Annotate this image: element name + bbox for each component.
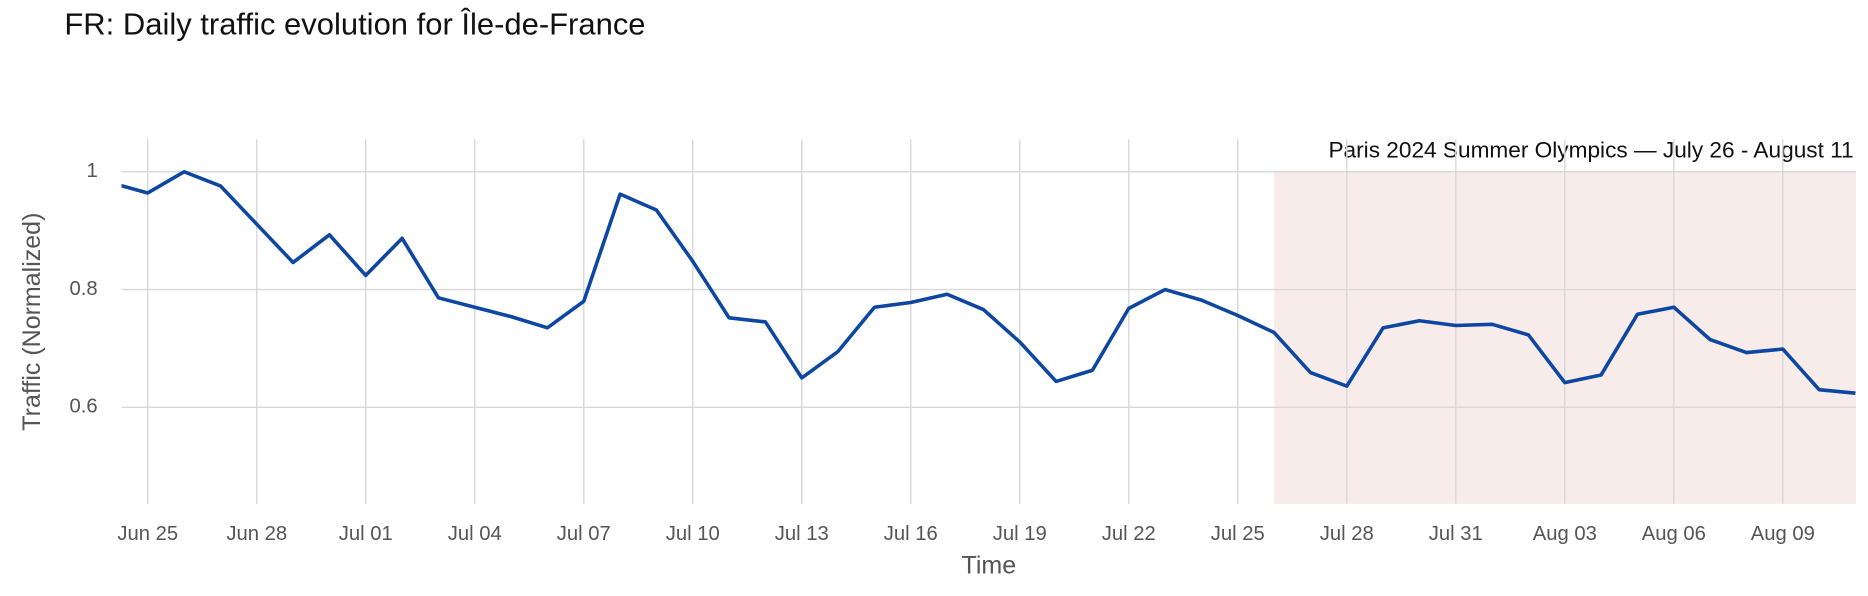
x-tick-label: Jun 25 xyxy=(117,523,178,545)
x-tick-label: Aug 06 xyxy=(1642,523,1706,545)
plot-area xyxy=(121,169,1856,395)
x-tick-label: Jul 31 xyxy=(1429,523,1483,545)
x-tick-label: Aug 03 xyxy=(1533,523,1597,545)
x-tick-label: Jul 10 xyxy=(666,523,720,545)
x-tick-label: Jul 22 xyxy=(1102,523,1156,545)
annotation: Paris 2024 Summer Olympics — July 26 - A… xyxy=(1328,138,1853,163)
x-tick-label: Jul 04 xyxy=(448,523,502,545)
x-axis-title: Time xyxy=(961,552,1016,580)
x-tick-label: Jul 16 xyxy=(884,523,938,545)
data-line xyxy=(121,169,1856,395)
chart-title: FR: Daily traffic evolution for Île-de-F… xyxy=(64,6,645,41)
x-tick-label: Aug 09 xyxy=(1751,523,1815,545)
x-tick-label: Jul 07 xyxy=(557,523,611,545)
x-tick-label: Jul 01 xyxy=(339,523,393,545)
x-tick-label: Jul 25 xyxy=(1211,523,1265,545)
y-tick-label: 0.8 xyxy=(70,278,98,300)
x-tick-label: Jun 28 xyxy=(226,523,287,545)
x-tick-label: Jul 28 xyxy=(1320,523,1374,545)
y-tick-label: 0.6 xyxy=(70,396,98,418)
x-tick-label: Jul 13 xyxy=(775,523,829,545)
y-axis-title: Traffic (Normalized) xyxy=(18,213,46,431)
y-tick-label: 1 xyxy=(86,160,97,182)
x-tick-label: Jul 19 xyxy=(993,523,1047,545)
